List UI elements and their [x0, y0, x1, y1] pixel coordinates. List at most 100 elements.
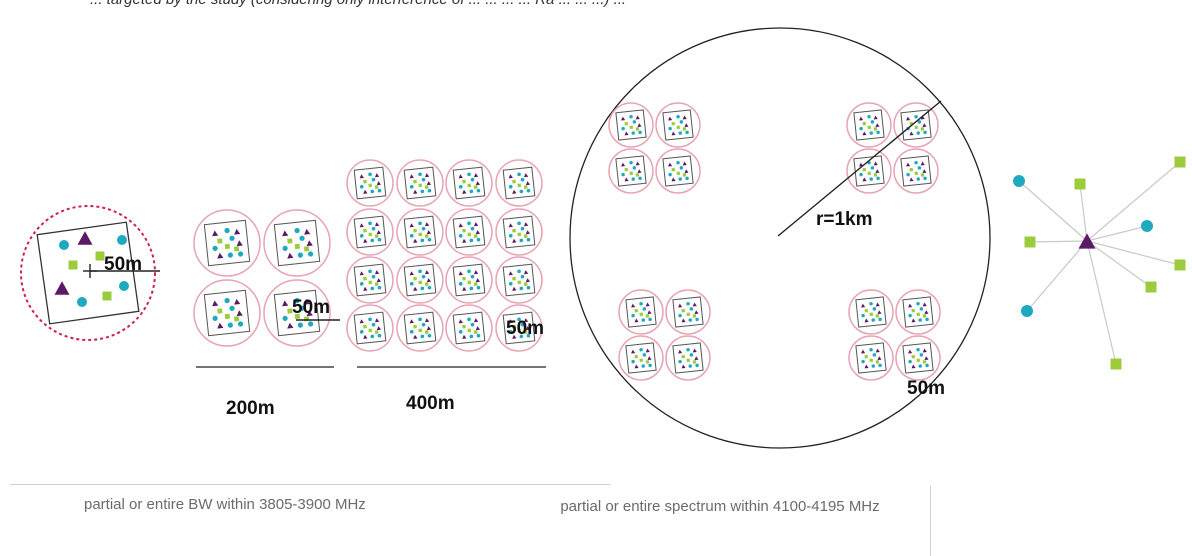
ue-dot — [639, 301, 643, 306]
ue-dot — [508, 184, 513, 189]
ue-dot — [476, 333, 481, 338]
ue-dot — [307, 321, 314, 327]
cell-square-group — [353, 166, 387, 200]
ue-square — [645, 314, 650, 318]
ue-square — [217, 238, 223, 244]
ue-dot — [869, 347, 873, 352]
ue-dot — [409, 281, 414, 286]
ue-square — [523, 282, 528, 286]
ue-triangle — [671, 131, 676, 136]
cell-ring — [608, 102, 654, 148]
ue-triangle — [77, 231, 93, 245]
cell-ring — [346, 159, 394, 207]
ue-triangle — [424, 270, 430, 275]
ue-dot — [458, 329, 463, 334]
ue-square — [517, 183, 522, 188]
ue-square — [867, 171, 872, 176]
ue-square — [467, 183, 472, 188]
ue-dot — [508, 329, 513, 334]
ue-square — [368, 232, 373, 237]
ue-square — [224, 313, 231, 320]
ue-triangle — [920, 161, 925, 166]
cell-square-group — [273, 289, 321, 337]
cell-square-group — [353, 263, 387, 297]
star-link — [1086, 240, 1181, 266]
ue-dot — [282, 315, 288, 322]
ue-dot — [678, 177, 682, 181]
ue-triangle — [922, 348, 927, 353]
ue-square — [517, 232, 522, 237]
ue-triangle — [359, 319, 364, 324]
cluster16-radius-label: 50m — [506, 318, 544, 339]
cell-ring — [445, 159, 493, 207]
ue-dot — [458, 233, 463, 238]
ue-triangle — [475, 326, 481, 331]
ue-triangle — [304, 228, 311, 235]
ue-triangle — [413, 286, 418, 291]
ue-dot — [925, 363, 929, 368]
ue-triangle — [647, 356, 652, 361]
ue-triangle — [523, 222, 529, 227]
ue-dot — [224, 227, 230, 234]
ue-dot — [678, 359, 682, 364]
ue-dot — [520, 274, 525, 279]
ue-dot — [117, 235, 127, 245]
ue-square — [523, 234, 528, 238]
ue-square — [512, 228, 516, 233]
ue-dot — [469, 286, 474, 291]
ue-triangle — [508, 223, 513, 228]
ue-dot — [359, 184, 364, 189]
ue-square — [635, 127, 640, 131]
ue-square — [864, 354, 869, 359]
ue-square — [374, 234, 379, 238]
cell-square — [203, 219, 251, 267]
ue-triangle — [512, 238, 517, 243]
cell-square-group — [452, 311, 486, 345]
ue-dot — [695, 363, 699, 368]
ue-square — [294, 313, 301, 320]
ue-triangle — [304, 298, 311, 305]
cell-square — [900, 155, 932, 187]
cell-ring — [396, 159, 444, 207]
ue-dot — [359, 233, 364, 238]
ue-triangle — [409, 271, 414, 276]
caption-left: partial or entire BW within 3805-3900 MH… — [84, 496, 366, 513]
cell-square — [855, 296, 887, 328]
small-cell — [396, 304, 444, 352]
ue-triangle — [523, 318, 529, 323]
ue-square — [875, 314, 880, 318]
ue-dot — [642, 353, 647, 357]
small-cell — [895, 289, 941, 335]
ue-dot — [377, 333, 382, 338]
ue-dot — [641, 364, 645, 368]
ue-dot — [119, 281, 129, 291]
cell-ring — [895, 335, 941, 381]
star-link — [1029, 240, 1088, 243]
ue-square — [473, 282, 478, 286]
ue-dot — [918, 364, 922, 368]
ue-square — [1174, 259, 1186, 271]
cell-ring — [848, 289, 894, 335]
ue-dot — [631, 131, 635, 135]
ue-square — [922, 314, 927, 318]
ue-square — [629, 171, 634, 176]
ue-dot — [526, 285, 531, 290]
four-cell-cluster — [193, 209, 340, 368]
ue-square — [686, 358, 691, 363]
cell-ring — [846, 102, 892, 148]
ue-triangle — [282, 300, 289, 307]
ue-triangle — [409, 174, 414, 179]
ue-dot — [914, 114, 918, 119]
cell-square — [452, 166, 486, 200]
ue-square — [682, 173, 687, 177]
cell-square — [452, 311, 486, 345]
ue-triangle — [426, 230, 432, 235]
ue-dot — [872, 307, 877, 311]
ue-square — [920, 173, 925, 177]
ue-dot — [421, 322, 426, 327]
ue-triangle — [236, 310, 243, 317]
ue-dot — [519, 286, 524, 291]
ue-dot — [421, 226, 426, 231]
ue-dot — [227, 322, 233, 328]
cell-square-group — [615, 109, 647, 141]
